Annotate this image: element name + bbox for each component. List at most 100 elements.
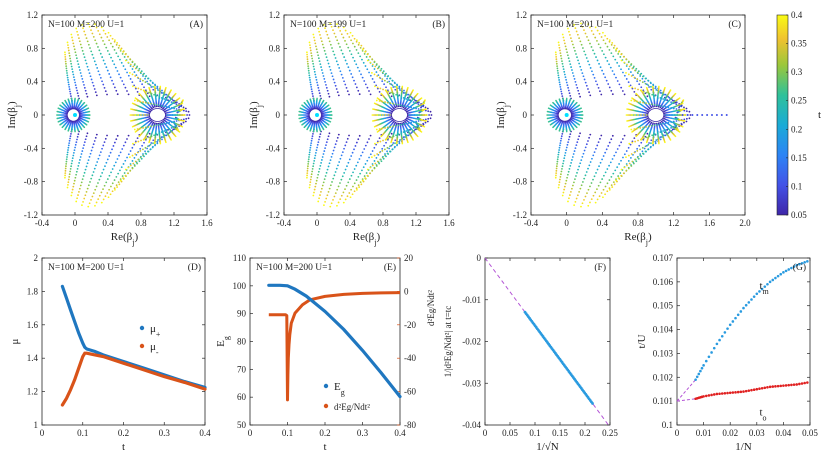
eigenvalue-point <box>680 122 683 125</box>
eigenvalue-point <box>604 151 607 154</box>
eigenvalue-point <box>75 200 78 203</box>
eigenvalue-point <box>660 92 663 94</box>
panel-A: -0.4 0 0.4 0.8 1.2 1.6-1.2-0.8-0.400.40.81.2N… <box>6 10 213 247</box>
eigenvalue-point <box>344 144 347 147</box>
eigenvalue-point <box>137 87 140 90</box>
eigenvalue-point <box>341 52 344 55</box>
eigenvalue-point <box>311 57 314 60</box>
eigenvalue-point <box>313 39 316 42</box>
eigenvalue-point <box>390 132 393 135</box>
eigenvalue-point <box>600 93 603 96</box>
eigenvalue-point <box>572 75 575 77</box>
panel-B: -0.4 0 0.4 0.8 1.2 1.6-1.2-0.8-0.400.40.81.2N… <box>248 10 455 247</box>
eigenvalue-point <box>329 107 332 110</box>
y-tick-label: 1.2 <box>269 10 280 20</box>
eigenvalue-point <box>376 131 379 133</box>
eigenvalue-point <box>314 151 317 154</box>
origin-cluster <box>73 113 77 117</box>
y-tick-label: -1.2 <box>24 210 38 220</box>
eigenvalue-point <box>671 99 674 102</box>
eigenvalue-point <box>396 83 398 86</box>
eigenvalue-point <box>71 68 74 71</box>
eigenvalue-point <box>56 117 59 120</box>
eigenvalue-point <box>69 167 72 170</box>
x-tick-label: 1.2 <box>410 218 421 228</box>
eigenvalue-point <box>379 114 382 116</box>
eigenvalue-point <box>354 83 357 85</box>
eigenvalue-point <box>680 105 683 108</box>
x-tick-label: 0.4 <box>344 218 356 228</box>
eigenvalue-point <box>76 135 79 138</box>
eigenvalue-point <box>398 87 401 89</box>
eigenvalue-point <box>312 97 315 100</box>
eigenvalue-point <box>140 114 142 116</box>
eigenvalue-point <box>81 150 84 152</box>
eigenvalue-point <box>608 63 610 66</box>
eigenvalue-point <box>312 130 315 133</box>
eigenvalue-point <box>389 150 391 153</box>
eigenvalue-point <box>574 80 577 83</box>
eigenvalue-point <box>429 110 432 113</box>
eigenvalue-point <box>117 55 120 58</box>
eigenvalue-point <box>123 56 126 58</box>
eigenvalue-point <box>131 160 134 162</box>
eigenvalue-point <box>343 147 345 150</box>
eigenvalue-point <box>319 133 322 136</box>
eigenvalue-point <box>417 120 420 122</box>
eigenvalue-point <box>633 137 636 140</box>
eigenvalue-point <box>381 80 384 83</box>
eigenvalue-point <box>139 78 142 80</box>
y-tick-label: -0.4 <box>24 143 39 153</box>
eigenvalue-point <box>627 160 630 162</box>
eigenvalue-point <box>330 156 333 158</box>
eigenvalue-point <box>379 140 382 143</box>
eigenvalue-point <box>640 86 643 89</box>
eigenvalue-point <box>381 127 384 130</box>
eigenvalue-point <box>639 75 642 77</box>
eigenvalue-point <box>336 188 339 191</box>
eigenvalue-point <box>324 175 327 177</box>
eigenvalue-point <box>311 137 313 140</box>
eigenvalue-point <box>104 165 106 168</box>
eigenvalue-point <box>403 136 406 138</box>
eigenvalue-point <box>64 176 66 179</box>
eigenvalue-point <box>128 156 131 159</box>
eigenvalue-point <box>616 80 619 82</box>
eigenvalue-point <box>85 92 88 95</box>
eigenvalue-point <box>70 95 72 98</box>
eigenvalue-point <box>334 192 337 195</box>
eigenvalue-point <box>124 168 127 171</box>
y-tick-label: 0.8 <box>27 43 39 53</box>
eigenvalue-point <box>344 168 347 171</box>
eigenvalue-point <box>335 140 338 142</box>
eigenvalue-point <box>579 65 582 68</box>
eigenvalue-point <box>327 62 330 65</box>
eigenvalue-point <box>131 81 134 84</box>
eigenvalue-point <box>396 144 398 147</box>
eigenvalue-point <box>412 139 414 141</box>
eigenvalue-point <box>371 164 374 167</box>
eigenvalue-point <box>320 159 323 161</box>
eigenvalue-point <box>88 202 91 205</box>
eigenvalue-point <box>366 141 369 144</box>
eigenvalue-point <box>331 181 333 183</box>
x-tick-label: 1.2 <box>168 218 179 228</box>
eigenvalue-point <box>87 120 90 123</box>
eigenvalue-point <box>306 99 308 102</box>
eigenvalue-point <box>69 60 72 63</box>
eigenvalue-point <box>140 139 142 142</box>
eigenvalue-point <box>67 81 70 84</box>
eigenvalue-point <box>134 153 137 155</box>
eigenvalue-point <box>76 30 79 33</box>
eigenvalue-point <box>144 126 147 129</box>
eigenvalue-point <box>335 88 338 90</box>
eigenvalue-point <box>101 172 104 174</box>
eigenvalue-point <box>78 187 81 190</box>
eigenvalue-point <box>83 171 86 174</box>
eigenvalue-point <box>142 73 145 76</box>
eigenvalue-point <box>566 143 569 146</box>
eigenvalue-point <box>95 185 98 188</box>
eigenvalue-point <box>129 58 132 61</box>
eigenvalue-point <box>329 205 332 208</box>
eigenvalue-point <box>665 114 668 116</box>
